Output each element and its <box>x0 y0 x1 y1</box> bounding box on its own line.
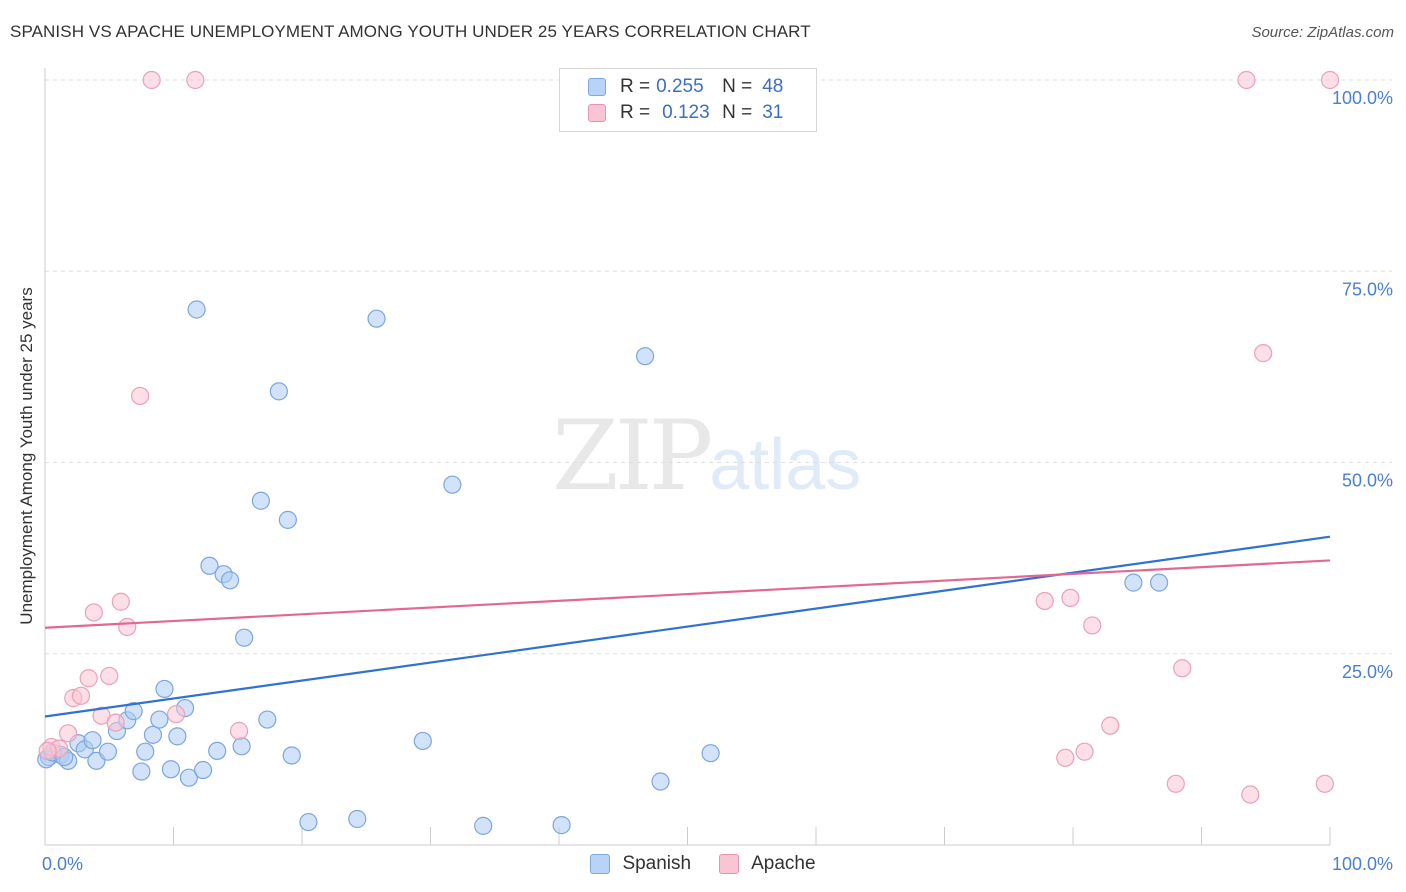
spanish-point-40 <box>635 347 655 366</box>
chart-title: SPANISH VS APACHE UNEMPLOYMENT AMONG YOU… <box>10 22 811 41</box>
apache-point-2 <box>59 724 78 743</box>
apache-point-14 <box>166 705 186 724</box>
apache-point-17 <box>1035 591 1054 611</box>
y-tick-label-3: 25.0% <box>1342 662 1393 682</box>
spanish-point-41 <box>651 772 670 791</box>
apache-point-27 <box>1254 344 1273 363</box>
spanish-point-26 <box>235 628 254 647</box>
spanish-point-36 <box>413 731 432 751</box>
r-label: R = <box>620 76 651 97</box>
spanish-point-31 <box>278 510 297 529</box>
spanish-trend-line <box>44 535 1331 718</box>
apache-point-22 <box>1101 716 1120 735</box>
legend-label-spanish: Spanish <box>622 853 692 874</box>
spanish-point-16 <box>161 760 181 779</box>
spanish-point-30 <box>269 382 288 401</box>
spanish-point-13 <box>143 725 163 744</box>
spanish-point-42 <box>701 744 720 763</box>
spanish-point-10 <box>124 702 143 721</box>
apache-point-19 <box>1061 588 1080 608</box>
spanish-point-27 <box>232 737 251 756</box>
y-tick-label-2: 50.0% <box>1342 471 1393 491</box>
apache-point-5 <box>79 669 98 688</box>
apache-point-18 <box>1056 748 1075 767</box>
n-value-apache: 31 <box>762 102 784 123</box>
x-tick-label-1: 100.0% <box>1332 854 1393 874</box>
spanish-point-7 <box>98 742 118 761</box>
spanish-point-20 <box>187 300 206 319</box>
spanish-legend-swatch <box>590 854 611 874</box>
spanish-point-15 <box>155 679 174 699</box>
n-label: N = <box>722 102 753 123</box>
apache-point-28 <box>1315 774 1334 793</box>
y-tick-label-1: 75.0% <box>1342 279 1393 299</box>
spanish-point-39 <box>552 816 571 835</box>
y-tick-label-0: 100.0% <box>1332 88 1393 108</box>
apache-point-23 <box>1166 774 1185 793</box>
spanish-point-14 <box>150 710 169 729</box>
apache-point-25 <box>1241 785 1260 804</box>
apache-point-30 <box>38 741 57 761</box>
spanish-point-12 <box>136 742 155 761</box>
spanish-point-38 <box>474 816 493 835</box>
legend-stats: R = 0.255 N = 48 R = 0.123 N = 31 <box>559 68 817 132</box>
apache-point-8 <box>100 666 119 686</box>
spanish-point-28 <box>251 491 270 510</box>
spanish-point-37 <box>443 475 462 494</box>
spanish-point-5 <box>83 731 102 750</box>
spanish-point-29 <box>258 710 277 729</box>
apache-point-24 <box>1173 659 1192 678</box>
apache-swatch <box>588 104 606 122</box>
r-value-spanish: 0.255 <box>656 76 704 97</box>
legend-label-apache: Apache <box>751 853 816 874</box>
apache-point-6 <box>84 603 103 622</box>
legend-row-spanish: R = 0.255 N = 48 <box>588 75 783 99</box>
spanish-point-44 <box>1149 573 1169 592</box>
r-value-apache: 0.123 <box>662 102 710 123</box>
source-label: Source: ZipAtlas.com <box>1251 24 1394 41</box>
apache-point-9 <box>106 713 125 732</box>
spanish-swatch <box>588 78 606 96</box>
watermark-zip: ZIP <box>552 400 713 512</box>
legend-item-apache[interactable]: Apache <box>719 853 816 875</box>
spanish-point-22 <box>200 556 219 575</box>
x-tick-label-0: 0.0% <box>42 854 83 874</box>
spanish-point-33 <box>299 812 318 832</box>
apache-legend-swatch <box>719 854 740 874</box>
apache-point-10 <box>111 592 130 611</box>
spanish-point-19 <box>179 768 199 787</box>
spanish-point-17 <box>168 727 187 746</box>
spanish-point-21 <box>193 760 213 780</box>
spanish-point-23 <box>208 741 227 761</box>
n-value-spanish: 48 <box>762 76 784 97</box>
spanish-point-34 <box>348 809 367 829</box>
spanish-point-32 <box>282 746 301 765</box>
apache-point-11 <box>118 617 137 637</box>
n-label: N = <box>722 76 753 97</box>
apache-point-21 <box>1083 616 1102 635</box>
spanish-point-25 <box>220 571 240 590</box>
r-label: R = <box>620 102 651 123</box>
apache-point-20 <box>1075 742 1094 761</box>
apache-point-4 <box>71 686 91 705</box>
legend-item-spanish[interactable]: Spanish <box>590 853 691 875</box>
apache-point-13 <box>142 70 161 90</box>
apache-point-12 <box>130 386 150 406</box>
apache-point-26 <box>1237 70 1256 90</box>
apache-point-29 <box>1320 70 1340 90</box>
watermark-atlas: atlas <box>709 425 862 505</box>
apache-trend-line <box>44 559 1331 629</box>
legend-series: Spanish Apache <box>0 852 1406 876</box>
apache-point-15 <box>186 70 205 90</box>
apache-point-16 <box>229 721 249 741</box>
spanish-point-35 <box>367 309 386 328</box>
watermark: ZIPatlas <box>552 400 861 512</box>
spanish-point-11 <box>132 762 151 781</box>
spanish-point-43 <box>1124 573 1143 592</box>
legend-row-apache: R = 0.123 N = 31 <box>588 101 783 125</box>
